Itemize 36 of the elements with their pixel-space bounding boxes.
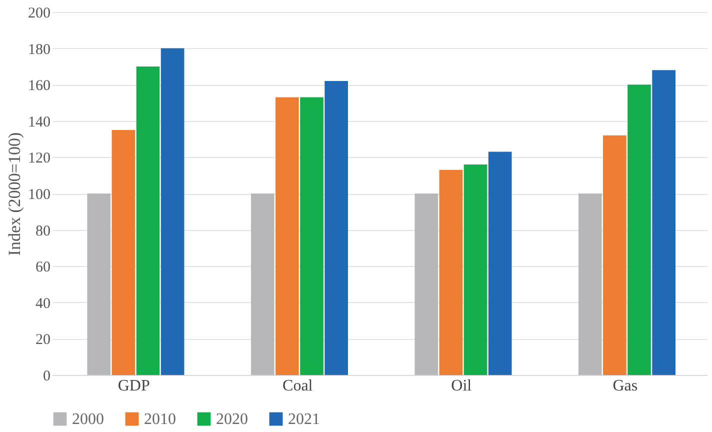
bar [300,97,324,375]
bar [464,164,488,375]
bar [276,97,299,375]
y-tick-label: 100 [28,187,50,203]
bar [603,135,626,375]
bar [160,48,184,375]
bar [414,194,438,375]
y-axis-title: Index (2000=100) [5,132,24,256]
y-tick-label: 40 [36,296,50,312]
bar [628,84,651,375]
bar [578,194,602,375]
y-tick-label: 60 [36,260,50,276]
y-tick-label: 160 [28,78,50,94]
x-tick-label: GDP [118,378,150,394]
bar [112,130,136,375]
x-tick-label: Coal [282,378,314,394]
x-tick-label: Oil [451,378,472,394]
bar [87,194,111,375]
y-tick-label: 20 [36,332,50,348]
y-tick-label: 200 [28,6,50,22]
bar [250,194,274,375]
bar [652,70,676,375]
bar [439,170,463,375]
y-tick-label: 0 [43,368,50,384]
y-tick-label: 140 [28,114,50,130]
y-tick-label: 80 [36,223,50,240]
y-tick-label: 180 [28,42,50,58]
legend-label: 2000 [72,411,104,428]
bar [488,152,512,375]
legend-label: 2021 [288,411,320,428]
legend-label: 2010 [144,411,176,428]
bar [136,66,160,375]
y-tick-label: 120 [28,150,50,167]
bar [324,80,348,375]
x-tick-label: Gas [612,378,638,394]
legend-label: 2020 [216,411,248,428]
